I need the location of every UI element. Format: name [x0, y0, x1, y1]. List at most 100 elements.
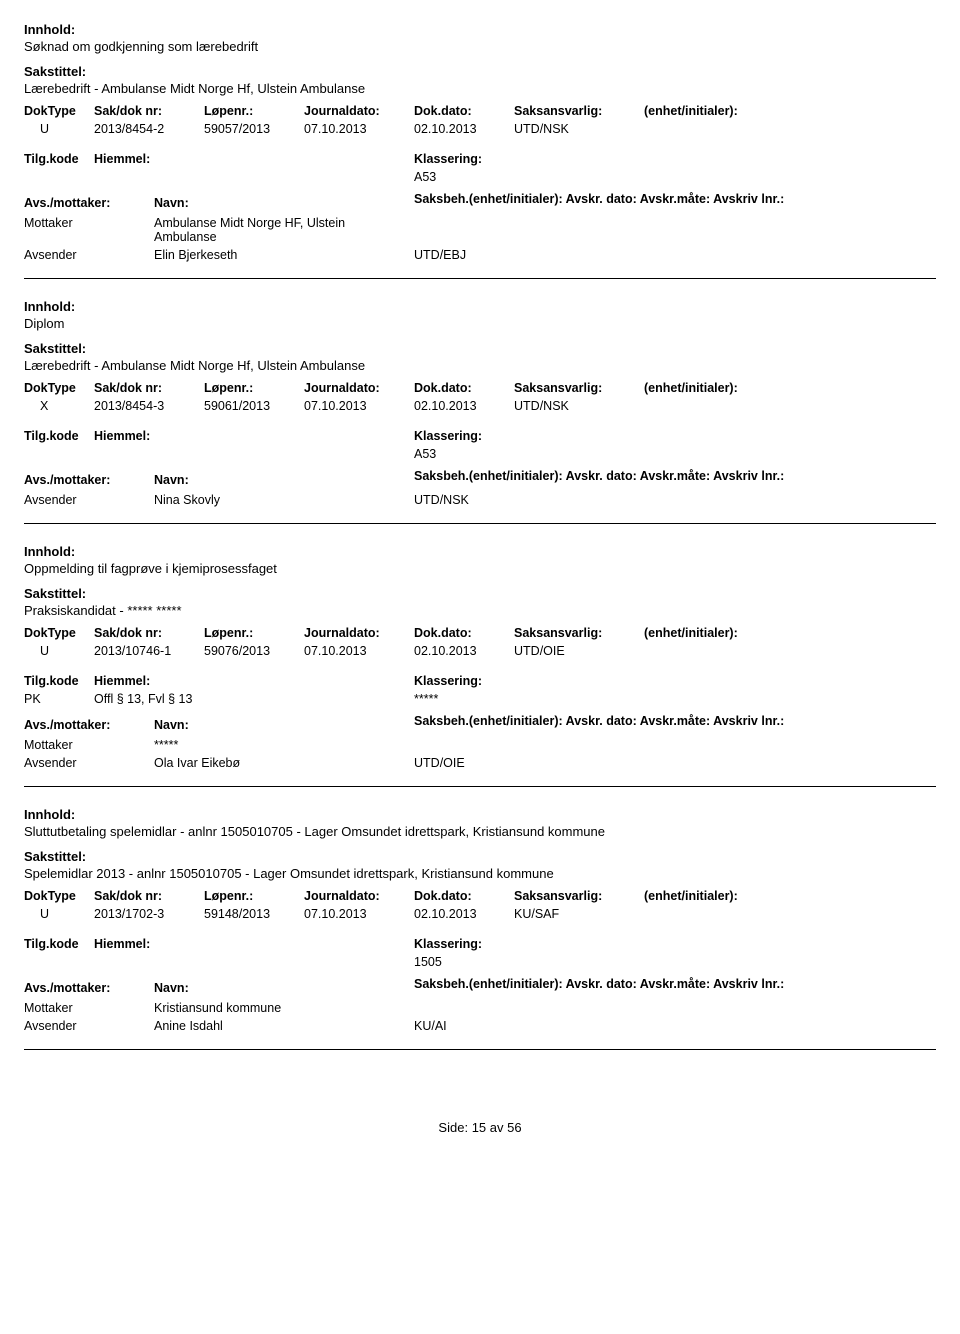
party-unit: UTD/EBJ — [414, 248, 514, 262]
tilgkode-header: Tilg.kode — [24, 429, 94, 443]
sakstittel-text: Spelemidlar 2013 - anlnr 1505010705 - La… — [24, 866, 936, 881]
ddato-header: Dok.dato: — [414, 104, 514, 118]
party-row: MottakerAmbulanse Midt Norge HF, Ulstein… — [24, 216, 936, 244]
ddato-value: 02.10.2013 — [414, 399, 514, 413]
hjemmel-klass-row: Tilg.kodeHiemmel:Klassering:A53 — [24, 148, 936, 186]
party-name: Kristiansund kommune — [154, 1001, 364, 1015]
sakdok-value: 2013/8454-2 — [94, 122, 204, 136]
enhet-value — [644, 122, 794, 136]
enhet-header: (enhet/initialer): — [644, 889, 794, 903]
lopenr-header: Løpenr.: — [204, 381, 304, 395]
party-role: Avsender — [24, 248, 154, 262]
journal-record: Innhold:Oppmelding til fagprøve i kjemip… — [24, 544, 936, 797]
klassering-value: ***** — [414, 692, 534, 706]
doktype-value: U — [24, 644, 94, 658]
innhold-text: Diplom — [24, 316, 936, 331]
parties-header-row: Avs./mottaker:Navn:Saksbeh.(enhet/initia… — [24, 714, 936, 734]
saksansv-header: Saksansvarlig: — [514, 626, 644, 640]
journal-record: Innhold: Diplom Sakstittel: Lærebedrift - A… — [24, 299, 936, 534]
party-role: Avsender — [24, 1019, 154, 1033]
enhet-header: (enhet/initialer): — [644, 626, 794, 640]
avsmott-header: Avs./mottaker: — [24, 473, 154, 487]
parties-header-row: Avs./mottaker:Navn:Saksbeh.(enhet/initia… — [24, 192, 936, 212]
jdato-header: Journaldato: — [304, 381, 414, 395]
sakstittel-text: Lærebedrift - Ambulanse Midt Norge Hf, U… — [24, 358, 936, 373]
ddato-header: Dok.dato: — [414, 626, 514, 640]
party-role: Mottaker — [24, 738, 154, 752]
saksbeh-header: Saksbeh.(enhet/initialer): Avskr. dato: … — [414, 192, 924, 206]
hjemmel-header: Hiemmel: — [94, 674, 364, 688]
party-role: Avsender — [24, 493, 154, 507]
saksbeh-header: Saksbeh.(enhet/initialer): Avskr. dato: … — [414, 469, 924, 483]
party-role: Mottaker — [24, 1001, 154, 1015]
avsmott-header: Avs./mottaker: — [24, 718, 154, 732]
innhold-label: Innhold: — [24, 299, 936, 314]
saksansv-value: UTD/OIE — [514, 644, 644, 658]
klassering-header: Klassering: — [414, 674, 534, 688]
meta-header-row: DokTypeSak/dok nr:Løpenr.:Journaldato:Do… — [24, 626, 936, 640]
klassering-header: Klassering: — [414, 152, 534, 166]
party-role: Avsender — [24, 756, 154, 770]
doktype-value: U — [24, 122, 94, 136]
meta-value-row: U2013/8454-259057/201307.10.201302.10.20… — [24, 122, 936, 136]
sakstittel-label: Sakstittel: — [24, 341, 936, 356]
hjemmel-header: Hiemmel: — [94, 152, 364, 166]
party-name: ***** — [154, 738, 364, 752]
sakdok-value: 2013/1702-3 — [94, 907, 204, 921]
innhold-label: Innhold: — [24, 544, 936, 559]
parties-header-row: Avs./mottaker:Navn:Saksbeh.(enhet/initia… — [24, 977, 936, 997]
journal-record: Innhold: Søknad om godkjenning som lærebe… — [24, 22, 936, 289]
saksansv-header: Saksansvarlig: — [514, 104, 644, 118]
party-row: AvsenderNina SkovlyUTD/NSK — [24, 493, 936, 507]
tilgkode-value: PK — [24, 692, 94, 706]
enhet-value — [644, 644, 794, 658]
klassering-header: Klassering: — [414, 937, 534, 951]
jdato-value: 07.10.2013 — [304, 122, 414, 136]
journal-record: Innhold:Sluttutbetaling spelemidlar - an… — [24, 807, 936, 1060]
navn-header: Navn: — [154, 196, 364, 210]
sakstittel-label: Sakstittel: — [24, 586, 936, 601]
jdato-value: 07.10.2013 — [304, 644, 414, 658]
party-row: AvsenderElin BjerkesethUTD/EBJ — [24, 248, 936, 262]
saksansv-header: Saksansvarlig: — [514, 381, 644, 395]
tilgkode-header: Tilg.kode — [24, 674, 94, 688]
page-footer: Side: 15 av 56 — [24, 1120, 936, 1135]
doktype-value: X — [24, 399, 94, 413]
klassering-value: A53 — [414, 170, 534, 184]
party-row: MottakerKristiansund kommune — [24, 1001, 936, 1015]
doktype-header: DokType — [24, 381, 94, 395]
klassering-value: A53 — [414, 447, 534, 461]
doktype-value: U — [24, 907, 94, 921]
party-unit — [414, 216, 514, 244]
lopenr-header: Løpenr.: — [204, 889, 304, 903]
party-role: Mottaker — [24, 216, 154, 244]
party-unit — [414, 738, 514, 752]
ddato-header: Dok.dato: — [414, 381, 514, 395]
party-name: Anine Isdahl — [154, 1019, 364, 1033]
hjemmel-klass-row: Tilg.kodeHiemmel:Klassering:1505 — [24, 933, 936, 971]
party-name: Ambulanse Midt Norge HF, Ulstein Ambulan… — [154, 216, 364, 244]
footer-side-label: Side: — [438, 1120, 468, 1135]
saksansv-value: UTD/NSK — [514, 122, 644, 136]
sakdok-header: Sak/dok nr: — [94, 889, 204, 903]
footer-page: 15 av 56 — [472, 1120, 522, 1135]
saksansv-value: UTD/NSK — [514, 399, 644, 413]
sakstittel-text: Lærebedrift - Ambulanse Midt Norge Hf, U… — [24, 81, 936, 96]
enhet-header: (enhet/initialer): — [644, 381, 794, 395]
ddato-value: 02.10.2013 — [414, 907, 514, 921]
party-unit — [414, 1001, 514, 1015]
enhet-value — [644, 399, 794, 413]
lopenr-header: Løpenr.: — [204, 626, 304, 640]
jdato-header: Journaldato: — [304, 104, 414, 118]
enhet-value — [644, 907, 794, 921]
innhold-label: Innhold: — [24, 22, 936, 37]
innhold-text: Søknad om godkjenning som lærebedrift — [24, 39, 936, 54]
sakdok-header: Sak/dok nr: — [94, 381, 204, 395]
ddato-value: 02.10.2013 — [414, 644, 514, 658]
hjemmel-klass-row: Tilg.kodeHiemmel:Klassering:A53 — [24, 425, 936, 463]
party-unit: UTD/NSK — [414, 493, 514, 507]
sakdok-value: 2013/8454-3 — [94, 399, 204, 413]
party-name: Ola Ivar Eikebø — [154, 756, 364, 770]
navn-header: Navn: — [154, 473, 364, 487]
jdato-value: 07.10.2013 — [304, 907, 414, 921]
